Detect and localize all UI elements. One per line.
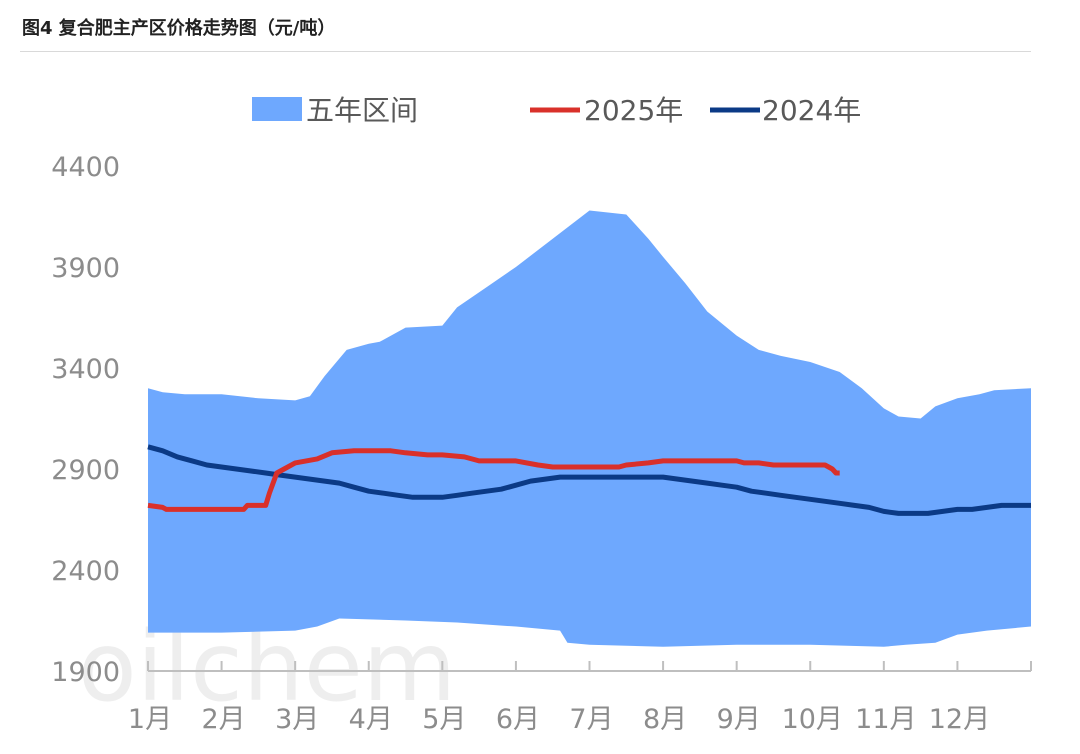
x-tick-label: 1月 <box>128 704 172 735</box>
series-2024-line <box>147 444 1031 516</box>
y-tick-label: 2400 <box>51 556 120 587</box>
y-tick-label: 4400 <box>51 152 120 183</box>
y-tick-label: 3400 <box>51 354 120 385</box>
y-tick-label: 3900 <box>51 253 120 284</box>
x-tick-label: 7月 <box>569 704 613 735</box>
legend: 五年区间 2025年 2024年 <box>252 94 861 127</box>
series-2025-line <box>147 448 840 512</box>
y-axis-ticks: 1900 2400 2900 3400 3900 4400 <box>51 152 120 688</box>
title-divider <box>20 51 1031 52</box>
legend-label-2025: 2025年 <box>584 94 683 127</box>
x-tick-label: 10月 <box>782 704 843 735</box>
x-tick-label: 8月 <box>643 704 687 735</box>
x-tick-label: 9月 <box>717 704 761 735</box>
x-tick-label: 3月 <box>275 704 319 735</box>
five-year-band <box>148 210 1031 647</box>
x-tick-label: 5月 <box>422 704 466 735</box>
figure-title: 图4 复合肥主产区价格走势图（元/吨） <box>22 18 336 39</box>
legend-label-band: 五年区间 <box>306 94 418 127</box>
x-tick-label: 11月 <box>855 704 916 735</box>
legend-swatch-band <box>252 97 302 121</box>
x-axis-ticks: 1月 2月 3月 4月 5月 6月 7月 8月 9月 10月 11月 12月 <box>128 661 1032 735</box>
x-tick-label: 4月 <box>349 704 393 735</box>
x-tick-label: 6月 <box>496 704 540 735</box>
plot-area <box>147 210 1031 647</box>
legend-label-2024: 2024年 <box>762 94 861 127</box>
x-tick-label: 2月 <box>201 704 245 735</box>
y-tick-label: 1900 <box>51 657 120 688</box>
y-tick-label: 2900 <box>51 455 120 486</box>
x-tick-label: 12月 <box>929 704 990 735</box>
